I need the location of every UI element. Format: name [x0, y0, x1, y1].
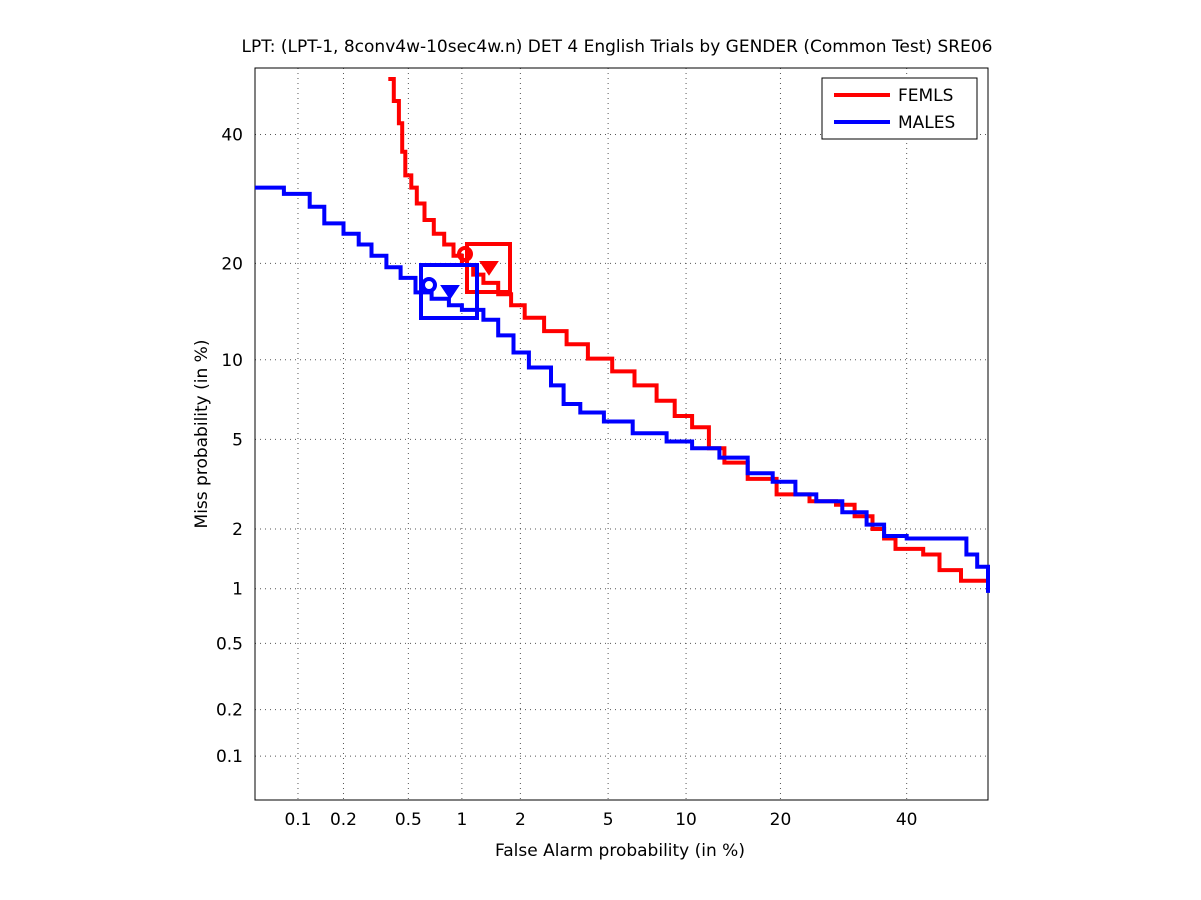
x-tick-label: 5 [603, 810, 614, 830]
x-tick-label: 1 [456, 810, 467, 830]
y-tick-label: 2 [232, 520, 243, 540]
operating-point-markers [419, 242, 512, 320]
plot-area-frame [254, 67, 989, 801]
legend-label-males: MALES [898, 113, 955, 133]
y-tick-label: 0.2 [216, 701, 243, 721]
y-axis-label: Miss probability (in %) [192, 340, 212, 529]
series-layer [255, 77, 990, 593]
y-tick-label: 5 [232, 430, 243, 450]
y-tick-label: 1 [232, 580, 243, 600]
males-actual-decision-point [421, 277, 437, 293]
series-line-femls [388, 77, 990, 585]
x-tick-label: 0.2 [330, 810, 357, 830]
chart-title: LPT: (LPT-1, 8conv4w-10sec4w.n) DET 4 En… [242, 37, 993, 57]
x-tick-label: 10 [675, 810, 697, 830]
y-tick-label: 40 [221, 126, 243, 146]
femls-min-dcf-point [479, 261, 499, 276]
x-tick-label: 20 [770, 810, 792, 830]
y-tick-label: 0.5 [216, 634, 243, 654]
x-tick-label: 0.5 [395, 810, 422, 830]
legend-box [821, 77, 978, 140]
femls-actual-decision-point [457, 246, 473, 262]
y-tick-label: 10 [221, 351, 243, 371]
males-min-dcf-point [440, 285, 460, 300]
y-tick-label: 20 [221, 254, 243, 274]
x-axis-label: False Alarm probability (in %) [495, 841, 745, 861]
y-tick-label: 0.1 [216, 747, 243, 767]
legend-label-femls: FEMLS [898, 86, 953, 106]
x-tick-label: 0.1 [284, 810, 311, 830]
males-confidence-box [419, 263, 479, 320]
tick-labels: 0.1 0.2 0.5 1 2 5 10 20 40 0.1 0.2 0.5 1 2 5 10 20 40 [216, 126, 918, 830]
series-line-males [255, 185, 990, 593]
x-tick-label: 40 [896, 810, 918, 830]
legend: FEMLS MALES [821, 77, 978, 140]
grid [255, 68, 988, 800]
femls-confidence-box [465, 242, 512, 294]
x-tick-label: 2 [515, 810, 526, 830]
